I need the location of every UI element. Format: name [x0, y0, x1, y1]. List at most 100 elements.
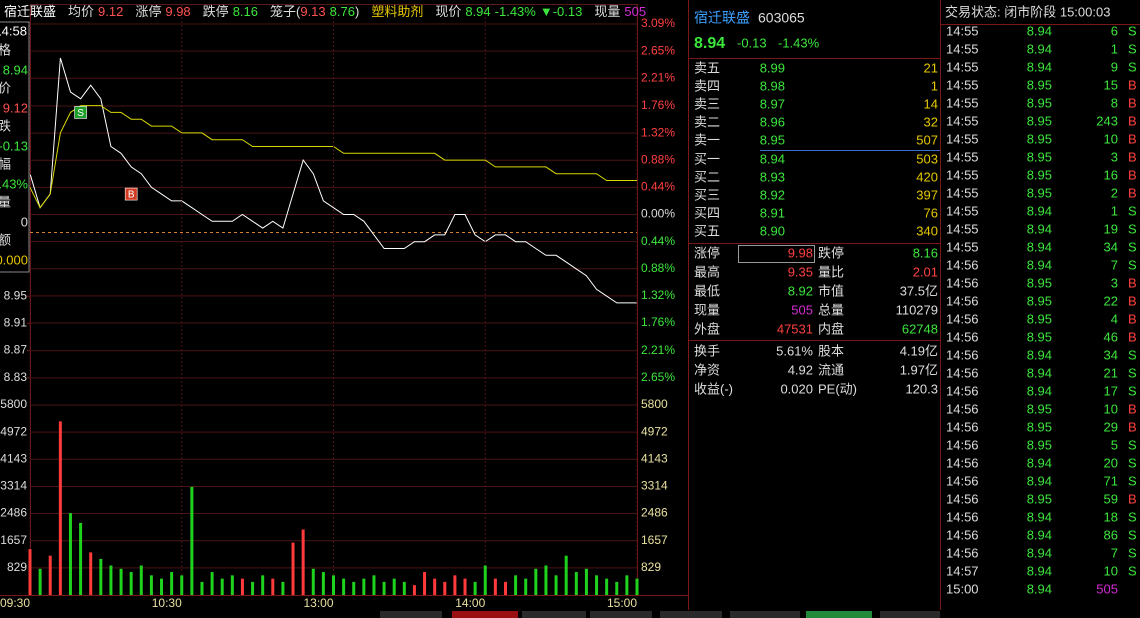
trade-side: S: [1128, 239, 1137, 254]
volume-bar: [625, 575, 629, 595]
header-item: 现价 8.94 -1.43% ▼-0.13: [435, 4, 582, 19]
volume-bar: [443, 581, 447, 595]
trade-side: S: [1128, 59, 1137, 74]
stat-label: 内盘: [818, 321, 844, 336]
book-price: 8.96: [760, 114, 785, 129]
y-tick-label-right: 829: [641, 560, 661, 574]
volume-bar: [463, 578, 467, 595]
header-part: 笼子(: [270, 4, 301, 19]
tab[interactable]: [730, 611, 800, 618]
trade-time: 14:56: [946, 365, 979, 380]
header-part: 505: [624, 4, 646, 19]
header-part: 8.94: [465, 4, 490, 19]
y-tick-label: 8.95: [4, 288, 28, 302]
trade-time: 14:56: [946, 509, 979, 524]
book-label: 买五: [694, 223, 720, 238]
book-volume: 420: [916, 169, 938, 184]
stat-label: 流通: [818, 362, 844, 377]
trade-side: B: [1128, 329, 1137, 344]
trade-volume: 7: [1111, 545, 1118, 560]
volume-bar: [473, 581, 477, 595]
book-volume: 397: [916, 187, 938, 202]
trade-price: 8.95: [1027, 131, 1052, 146]
y2-tick-label: 0.88%: [641, 261, 675, 275]
y2-tick-label: 2.65%: [641, 370, 675, 384]
stat-label: 收益(-): [694, 381, 733, 396]
quote-change-pct: -1.43%: [778, 35, 820, 50]
trade-time: 14:55: [946, 167, 979, 182]
stat-value: 8.16: [913, 245, 938, 260]
trade-time: 14:55: [946, 239, 979, 254]
trade-price: 8.95: [1027, 491, 1052, 506]
trade-time: 14:55: [946, 23, 979, 38]
volume-bar: [534, 568, 538, 595]
y-tick-label: 1657: [0, 533, 27, 547]
volume-bar: [311, 568, 315, 595]
volume-bar: [332, 575, 335, 595]
tooltip-label: 价格: [0, 42, 11, 57]
volume-bar: [210, 572, 214, 595]
trade-side: S: [1128, 365, 1137, 380]
y2-tick-label: 1.76%: [641, 315, 675, 329]
trade-volume: 1: [1111, 203, 1118, 218]
volume-bar: [58, 421, 62, 595]
trade-time: 14:55: [946, 59, 979, 74]
book-volume: 1: [931, 78, 938, 93]
trade-side: B: [1128, 167, 1137, 182]
y-tick-label: 8.87: [4, 343, 28, 357]
trade-volume: 34: [1104, 347, 1118, 362]
tooltip-label: 均价: [0, 80, 11, 95]
tab[interactable]: [522, 611, 586, 618]
volume-bar: [109, 565, 113, 595]
trade-time: 14:55: [946, 149, 979, 164]
tab-bar: [380, 611, 940, 618]
trade-side: B: [1128, 491, 1137, 506]
book-label: 卖三: [694, 96, 720, 111]
trade-side: B: [1128, 275, 1137, 290]
volume-bar: [79, 522, 83, 595]
volume-bar: [615, 581, 619, 595]
trade-side: B: [1128, 401, 1137, 416]
stat-value: 62748: [902, 321, 938, 336]
stat-label: 市值: [818, 283, 844, 298]
x-tick-label: 09:30: [0, 596, 30, 610]
trade-side: S: [1128, 545, 1137, 560]
trade-time: 14:56: [946, 473, 979, 488]
trade-volume: 15: [1104, 77, 1118, 92]
tab[interactable]: [660, 611, 722, 618]
book-label: 买四: [694, 205, 720, 220]
y-tick-label: 4143: [0, 451, 27, 465]
stat-value: 505: [791, 302, 813, 317]
header-part: 涨停: [135, 4, 161, 19]
tab[interactable]: [806, 611, 872, 618]
trade-price: 8.95: [1027, 311, 1052, 326]
tab[interactable]: [880, 611, 940, 618]
book-volume: 76: [924, 205, 938, 220]
book-price: 8.99: [760, 60, 785, 75]
stock-code: 603065: [758, 10, 805, 26]
tooltip-label: 涨跌: [0, 118, 11, 133]
volume-bar: [453, 575, 457, 595]
stat-label: 最低: [694, 283, 720, 298]
stat-value: 4.92: [788, 362, 813, 377]
tab[interactable]: [590, 611, 652, 618]
trade-volume: 18: [1104, 509, 1118, 524]
tab[interactable]: [452, 611, 518, 618]
trade-side: B: [1128, 113, 1137, 128]
tab[interactable]: [380, 611, 442, 618]
book-volume: 32: [924, 114, 938, 129]
trade-side: S: [1128, 257, 1137, 272]
stat-value: 5.61%: [776, 343, 813, 358]
trade-side: B: [1128, 419, 1137, 434]
trade-price: 8.94: [1027, 257, 1052, 272]
quote-price: 8.94: [694, 35, 725, 52]
trade-price: 8.94: [1027, 221, 1052, 236]
trade-volume: 21: [1104, 365, 1118, 380]
y-tick-label: 3314: [0, 479, 27, 493]
trade-side: S: [1128, 455, 1137, 470]
trade-side: B: [1128, 77, 1137, 92]
header-part: -1.43%: [495, 4, 537, 19]
trade-volume: 17: [1104, 383, 1118, 398]
trade-time: 14:56: [946, 275, 979, 290]
trade-time: 14:56: [946, 347, 979, 362]
